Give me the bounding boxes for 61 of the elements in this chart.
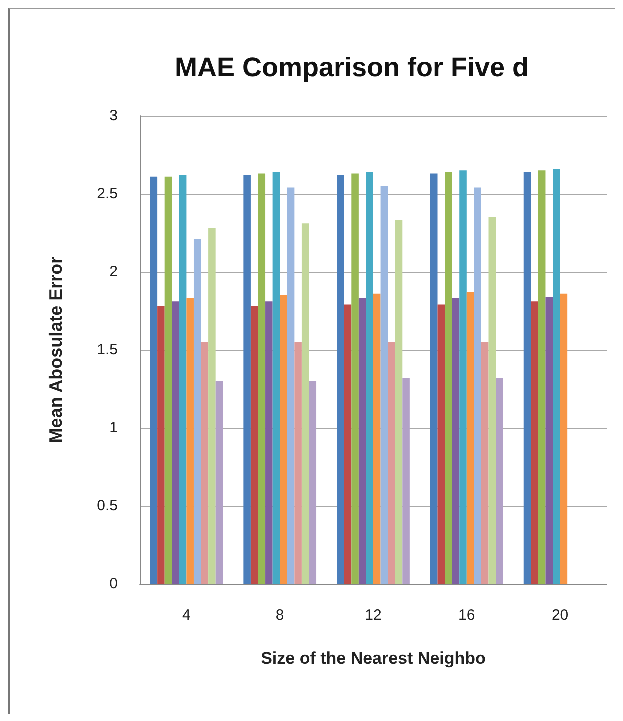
bar (179, 175, 187, 584)
chart-title: MAE Comparison for Five d (175, 52, 530, 82)
bar (258, 174, 266, 584)
bar (560, 294, 568, 584)
x-tick-label: 8 (276, 607, 284, 624)
bar (445, 172, 452, 584)
x-tick-label: 12 (365, 607, 382, 624)
y-tick-label: 0 (110, 576, 118, 592)
bar (366, 172, 374, 584)
bar (302, 224, 310, 584)
x-tick-label: 20 (552, 607, 569, 624)
bar (158, 306, 165, 584)
bar (380, 186, 388, 584)
bar (388, 342, 396, 584)
y-tick-label: 3 (110, 108, 118, 124)
bar (402, 378, 410, 584)
bar (460, 170, 467, 584)
bar (172, 302, 180, 584)
bar (524, 172, 532, 584)
bar (496, 378, 504, 584)
bar (358, 298, 366, 584)
x-tick-label: 4 (182, 607, 191, 624)
bar (374, 294, 381, 584)
bar (294, 342, 302, 584)
bar (395, 220, 403, 584)
bar (546, 296, 554, 584)
y-axis-title: Mean Abosulate Error (46, 256, 66, 444)
bar (194, 239, 202, 584)
bar (438, 304, 446, 584)
bar (531, 302, 538, 584)
bar (352, 174, 359, 584)
y-tick-label: 1.5 (97, 342, 118, 358)
bar (150, 176, 158, 584)
bar (309, 381, 317, 584)
bar (201, 342, 209, 584)
y-tick-label: 2 (110, 264, 118, 280)
y-tick-label: 2.5 (97, 186, 118, 202)
bar (250, 306, 258, 584)
bar (452, 298, 460, 584)
y-tick-label: 0.5 (97, 498, 118, 514)
bar (344, 304, 352, 584)
y-tick-label: 1 (110, 420, 118, 436)
x-tick-label: 16 (458, 607, 476, 624)
bar (287, 188, 295, 584)
bar (280, 295, 288, 584)
bar (272, 172, 280, 584)
bar (538, 170, 546, 584)
bar (481, 342, 489, 584)
bar (186, 298, 194, 584)
bar (488, 217, 496, 584)
bar (430, 174, 438, 584)
bar (466, 292, 474, 584)
bar (244, 175, 251, 584)
x-axis-title: Size of the Nearest Neighbo (261, 649, 486, 668)
bar (266, 302, 273, 584)
bar (208, 228, 216, 584)
bar (553, 169, 560, 584)
bar (164, 176, 172, 584)
bar (474, 188, 482, 584)
bar (216, 381, 224, 584)
bar (337, 175, 344, 584)
